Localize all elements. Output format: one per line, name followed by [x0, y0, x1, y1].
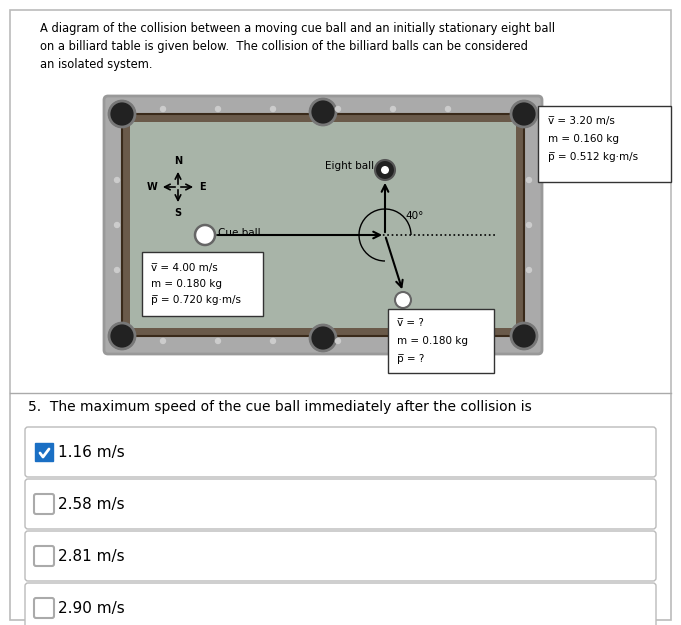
FancyBboxPatch shape — [130, 122, 516, 328]
Circle shape — [195, 225, 215, 245]
FancyBboxPatch shape — [25, 531, 656, 581]
Text: 2.90 m/s: 2.90 m/s — [58, 601, 125, 616]
Circle shape — [445, 339, 451, 344]
FancyBboxPatch shape — [122, 114, 524, 336]
Circle shape — [215, 106, 221, 111]
Circle shape — [526, 177, 531, 182]
Circle shape — [310, 325, 336, 351]
FancyBboxPatch shape — [35, 443, 53, 461]
Circle shape — [511, 323, 537, 349]
Circle shape — [114, 268, 119, 272]
Circle shape — [109, 101, 135, 127]
Text: 1.16 m/s: 1.16 m/s — [58, 444, 125, 459]
Circle shape — [114, 222, 119, 228]
Circle shape — [526, 222, 531, 228]
Text: Eight ball: Eight ball — [325, 161, 374, 171]
Text: v̅ = 4.00 m/s: v̅ = 4.00 m/s — [151, 263, 218, 273]
Circle shape — [109, 323, 135, 349]
Text: 40°: 40° — [405, 211, 424, 221]
Text: Cue ball: Cue ball — [218, 228, 261, 238]
Circle shape — [395, 292, 411, 308]
Circle shape — [161, 106, 165, 111]
FancyBboxPatch shape — [25, 479, 656, 529]
Circle shape — [310, 99, 336, 125]
Circle shape — [215, 339, 221, 344]
Text: E: E — [199, 182, 206, 192]
Text: v̅ = ?: v̅ = ? — [397, 318, 424, 328]
Text: p̅ = ?: p̅ = ? — [397, 354, 424, 364]
Circle shape — [511, 101, 537, 127]
Text: 2.81 m/s: 2.81 m/s — [58, 549, 125, 564]
FancyBboxPatch shape — [142, 252, 263, 316]
FancyBboxPatch shape — [25, 427, 656, 477]
FancyBboxPatch shape — [34, 494, 54, 514]
Circle shape — [445, 106, 451, 111]
FancyBboxPatch shape — [25, 583, 656, 625]
Text: 5.  The maximum speed of the cue ball immediately after the collision is: 5. The maximum speed of the cue ball imm… — [28, 400, 532, 414]
Circle shape — [270, 339, 276, 344]
Text: A diagram of the collision between a moving cue ball and an initially stationary: A diagram of the collision between a mov… — [40, 22, 555, 71]
Text: 2.58 m/s: 2.58 m/s — [58, 496, 125, 511]
Text: p̅ = 0.512 kg·m/s: p̅ = 0.512 kg·m/s — [548, 152, 638, 162]
Text: v̅ = 3.20 m/s: v̅ = 3.20 m/s — [548, 116, 615, 126]
Circle shape — [336, 106, 340, 111]
Circle shape — [270, 106, 276, 111]
Circle shape — [390, 106, 396, 111]
FancyBboxPatch shape — [538, 106, 671, 182]
Circle shape — [375, 160, 395, 180]
FancyBboxPatch shape — [10, 10, 671, 620]
Circle shape — [161, 339, 165, 344]
FancyBboxPatch shape — [104, 96, 542, 354]
Text: m = 0.160 kg: m = 0.160 kg — [548, 134, 619, 144]
Circle shape — [390, 339, 396, 344]
Text: p̅ = 0.720 kg·m/s: p̅ = 0.720 kg·m/s — [151, 295, 241, 305]
Text: N: N — [174, 156, 182, 166]
Text: m = 0.180 kg: m = 0.180 kg — [397, 336, 468, 346]
Text: m = 0.180 kg: m = 0.180 kg — [151, 279, 222, 289]
Circle shape — [526, 268, 531, 272]
Circle shape — [381, 166, 389, 174]
FancyBboxPatch shape — [388, 309, 494, 373]
FancyBboxPatch shape — [34, 598, 54, 618]
Text: S: S — [174, 208, 182, 218]
FancyBboxPatch shape — [34, 546, 54, 566]
Text: W: W — [146, 182, 157, 192]
Circle shape — [114, 177, 119, 182]
Circle shape — [336, 339, 340, 344]
